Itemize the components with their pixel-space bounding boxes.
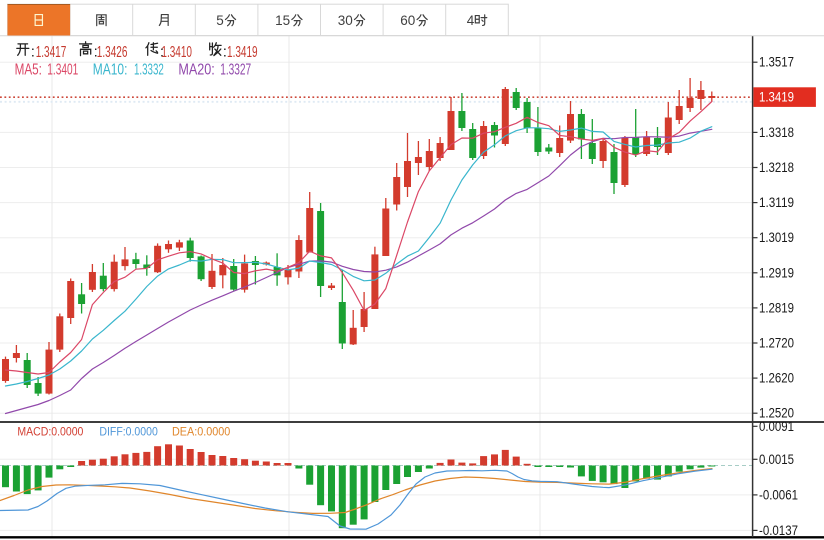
svg-text:DEA:0.0000: DEA:0.0000	[172, 425, 231, 439]
svg-text:1.3119: 1.3119	[759, 195, 794, 210]
svg-text:1.2520: 1.2520	[759, 406, 794, 421]
svg-text:MA10:: MA10:	[93, 62, 128, 79]
svg-text:4: 4	[467, 13, 475, 28]
svg-text:1.3401: 1.3401	[47, 62, 78, 79]
svg-text::: :	[160, 44, 164, 61]
svg-text:5: 5	[216, 13, 224, 28]
svg-text:0.0091: 0.0091	[759, 419, 794, 434]
svg-text:15: 15	[275, 13, 290, 28]
svg-text:1.3332: 1.3332	[134, 62, 164, 79]
svg-text:1.3419: 1.3419	[759, 90, 794, 105]
svg-text:1.3426: 1.3426	[97, 44, 128, 61]
svg-text::: :	[94, 44, 98, 61]
svg-text::: :	[223, 44, 227, 61]
svg-text:-0.0061: -0.0061	[759, 487, 798, 502]
svg-text:MA5:: MA5:	[15, 62, 42, 79]
svg-text:1.3218: 1.3218	[759, 160, 794, 175]
svg-text:MACD:0.0000: MACD:0.0000	[17, 425, 83, 439]
svg-text:1.2819: 1.2819	[759, 300, 794, 315]
svg-text:1.3410: 1.3410	[161, 44, 192, 61]
svg-text:1.2919: 1.2919	[759, 265, 794, 280]
svg-text:1.2620: 1.2620	[759, 371, 794, 386]
svg-text:MA20:: MA20:	[178, 62, 214, 79]
svg-text::: :	[31, 44, 35, 61]
svg-text:-0.0137: -0.0137	[759, 523, 798, 538]
svg-text:0.0015: 0.0015	[759, 452, 794, 467]
svg-text:1.3419: 1.3419	[227, 44, 258, 61]
svg-text:1.3318: 1.3318	[759, 125, 794, 140]
svg-text:DIFF:0.0000: DIFF:0.0000	[99, 425, 158, 439]
svg-text:1.3327: 1.3327	[220, 62, 251, 79]
svg-text:1.2720: 1.2720	[759, 336, 794, 351]
svg-text:30: 30	[338, 13, 353, 28]
svg-text:1.3517: 1.3517	[759, 55, 794, 70]
svg-text:60: 60	[400, 13, 415, 28]
svg-text:1.3417: 1.3417	[36, 44, 67, 61]
svg-text:1.3019: 1.3019	[759, 230, 794, 245]
